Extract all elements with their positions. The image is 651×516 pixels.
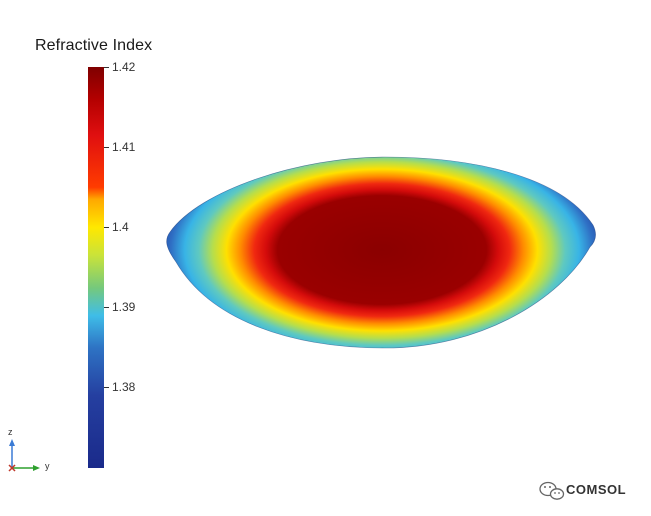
colorbar-tick-label: 1.39	[112, 300, 136, 314]
watermark: COMSOL	[566, 482, 626, 497]
lens-field	[166, 157, 596, 348]
axis-z-label: z	[8, 427, 13, 437]
axis-triad	[8, 439, 40, 472]
colorbar-tick-label: 1.4	[112, 220, 129, 234]
colorbar-tick	[104, 227, 109, 228]
colorbar-tick	[104, 387, 109, 388]
colorbar-tick	[104, 147, 109, 148]
colorbar-tick-label: 1.38	[112, 380, 136, 394]
wechat-icon	[539, 481, 565, 500]
colorbar-tick	[104, 307, 109, 308]
colorbar-tick-label: 1.41	[112, 140, 136, 154]
axis-y-label: y	[45, 461, 50, 471]
colorbar-tick-label: 1.42	[112, 60, 136, 74]
watermark-text: COMSOL	[566, 482, 627, 497]
colorbar	[88, 67, 104, 468]
colorbar-tick	[104, 67, 109, 68]
plot-title: Refractive Index	[35, 37, 153, 54]
